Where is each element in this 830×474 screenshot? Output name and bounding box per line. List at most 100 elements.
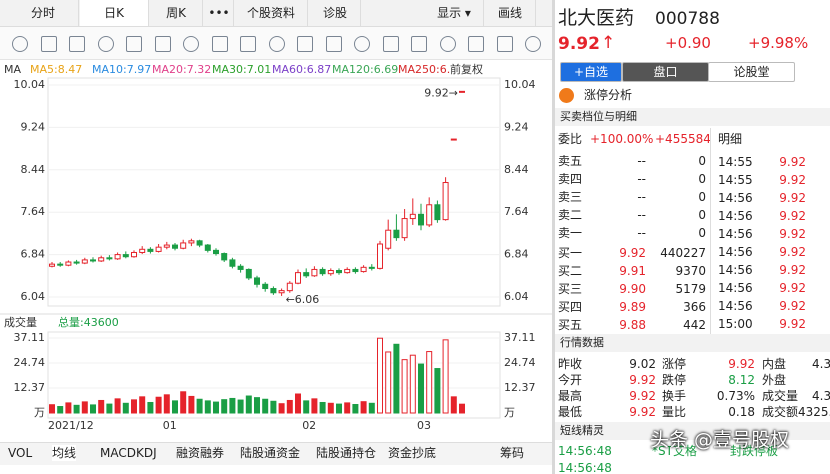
tab[interactable]: 显示 ▾ [425,0,484,26]
volume-bar [377,337,383,414]
tool-icon[interactable] [126,36,142,52]
candle-body [352,268,359,273]
button[interactable]: 论股堂 [708,62,795,82]
tool-icon[interactable] [69,36,85,52]
volume-bar [368,402,375,414]
indicator-tab[interactable]: 均线 [52,445,77,461]
candle-body [213,249,219,255]
tool-icon[interactable] [297,36,313,52]
candle-body [270,288,277,294]
tool-icon[interactable] [354,36,370,52]
volume-bar [418,363,424,414]
sprite-time: 14:56:48 [558,444,612,458]
tab[interactable]: 周K [150,0,203,26]
book-price: 9.89 [619,300,646,314]
section-header [555,422,830,440]
book-label: 买三 [558,282,583,296]
indicator-tab[interactable]: MACD [100,446,136,460]
tool-icon[interactable] [268,36,285,52]
detail-price: 9.92 [779,227,806,241]
low-note: ←6.06 [286,293,320,306]
tab[interactable]: 画线 [485,0,536,26]
tab[interactable]: 分时 [8,0,79,26]
high-note: 9.92→ [424,86,458,99]
tab[interactable]: 日K [80,0,149,26]
tool-icon[interactable] [183,36,199,52]
ma-legend: 前复权 [450,63,483,76]
candle-body [418,213,424,226]
candle-body [319,268,326,275]
volume-bar [327,402,334,414]
tool-icon[interactable] [97,36,114,52]
tool-icon[interactable] [496,36,513,52]
detail-time: 14:55 [718,173,753,187]
book-price: 9.90 [619,282,646,296]
volume-bar [163,394,170,414]
volume-bar [57,406,64,414]
volume-bar [237,399,244,414]
tab[interactable]: ••• [205,0,234,26]
detail-price: 9.92 [779,281,806,295]
candle-body [377,243,383,269]
detail-time: 14:56 [718,227,753,241]
limit-analysis[interactable]: 涨停分析 [584,88,633,102]
volume-bar [147,401,154,414]
book-volume: 366 [683,300,706,314]
tab[interactable]: 个股资料 [235,0,308,26]
volume-bar [196,398,203,414]
indicator-tab[interactable]: 融资融券 [176,446,225,460]
quote-cell: 4.3 [812,357,830,371]
candle-body [57,263,64,266]
volume-bar [49,404,55,414]
button[interactable]: 盘口 [622,62,709,82]
vol-label: 成交量 [4,315,37,329]
y-tick-label-right: 8.44 [504,163,529,176]
candle-body [434,204,441,221]
tool-icon[interactable] [468,36,484,52]
candle-body [393,229,400,239]
volume-bar [172,400,178,414]
vol-tick-label-right: 24.74 [504,356,536,369]
tool-icon[interactable] [525,36,541,52]
section-title: 行情数据 [560,336,604,349]
volume-bar [114,398,121,414]
quote-cell: 最低 [558,405,583,419]
indicator-tab[interactable]: 陆股通资金 [240,446,301,460]
tool-icon[interactable] [211,36,228,52]
candle-body [98,257,105,262]
vol-tick-label-right: 12.37 [504,381,536,394]
quote-cell: 今开 [558,373,583,387]
candle-body [155,246,162,252]
candle-body [221,253,228,261]
tool-icon[interactable] [382,36,399,52]
tool-icon[interactable] [240,36,256,52]
indicator-tab[interactable]: 筹码 [500,446,525,460]
indicator-tab[interactable]: VOL [8,446,33,460]
tool-icon[interactable] [40,36,57,52]
y-tick-label: 9.24 [21,120,46,133]
y-tick-label: 8.44 [21,163,46,176]
y-tick-label-right: 10.04 [504,78,536,91]
candle-body [81,259,88,264]
quote-cell: 4.3 [812,389,830,403]
book-price: -- [637,154,646,168]
tool-icon[interactable] [12,36,28,52]
price-panel [47,77,501,307]
candle-body [188,240,195,244]
tool-icon[interactable] [325,36,342,52]
indicator-tab[interactable]: 资金抄底 [388,446,437,460]
candle-body [360,266,367,273]
ma-legend: MA250:6. [398,63,451,76]
tab[interactable]: 诊股 [310,0,361,26]
button[interactable]: +自选 [560,62,622,82]
indicator-tab[interactable]: KDJ [136,446,157,460]
tool-icon[interactable] [439,36,456,52]
tool-icon[interactable] [411,36,427,52]
volume-bar [385,351,392,414]
vol-tick-label: 37.11 [14,331,46,344]
quote-cell: 9.02 [629,357,656,371]
panel-divider [552,0,555,474]
tool-icon[interactable] [154,36,171,52]
indicator-tab[interactable]: 陆股通持仓 [316,446,377,460]
candle-body [311,268,318,277]
